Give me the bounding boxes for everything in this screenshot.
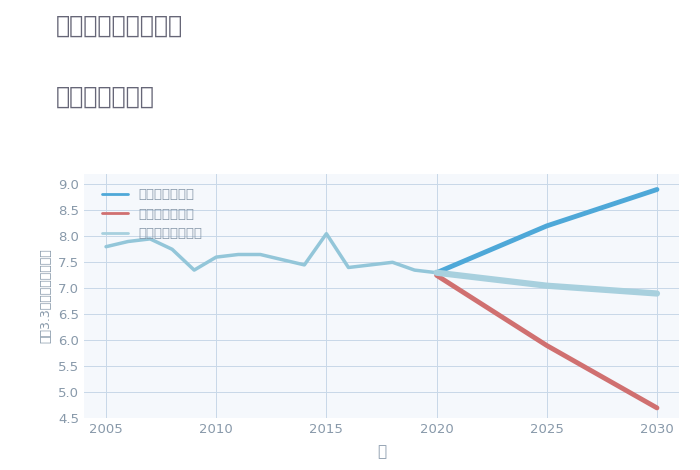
ノーマルシナリオ [542, 283, 551, 289]
Line: グッドシナリオ: グッドシナリオ [437, 189, 657, 273]
Text: 土地の価格推移: 土地の価格推移 [56, 85, 155, 109]
Line: バッドシナリオ: バッドシナリオ [437, 275, 657, 408]
グッドシナリオ [653, 187, 662, 192]
バッドシナリオ [653, 405, 662, 411]
Text: 千葉県市原市戸面の: 千葉県市原市戸面の [56, 14, 183, 38]
Legend: グッドシナリオ, バッドシナリオ, ノーマルシナリオ: グッドシナリオ, バッドシナリオ, ノーマルシナリオ [97, 183, 208, 246]
ノーマルシナリオ [433, 270, 441, 275]
グッドシナリオ [433, 270, 441, 275]
グッドシナリオ [542, 223, 551, 229]
Line: ノーマルシナリオ: ノーマルシナリオ [437, 273, 657, 293]
バッドシナリオ [433, 273, 441, 278]
Y-axis label: 坪（3.3㎡）単価（万円）: 坪（3.3㎡）単価（万円） [39, 249, 52, 344]
ノーマルシナリオ [653, 290, 662, 296]
バッドシナリオ [542, 343, 551, 348]
X-axis label: 年: 年 [377, 445, 386, 460]
